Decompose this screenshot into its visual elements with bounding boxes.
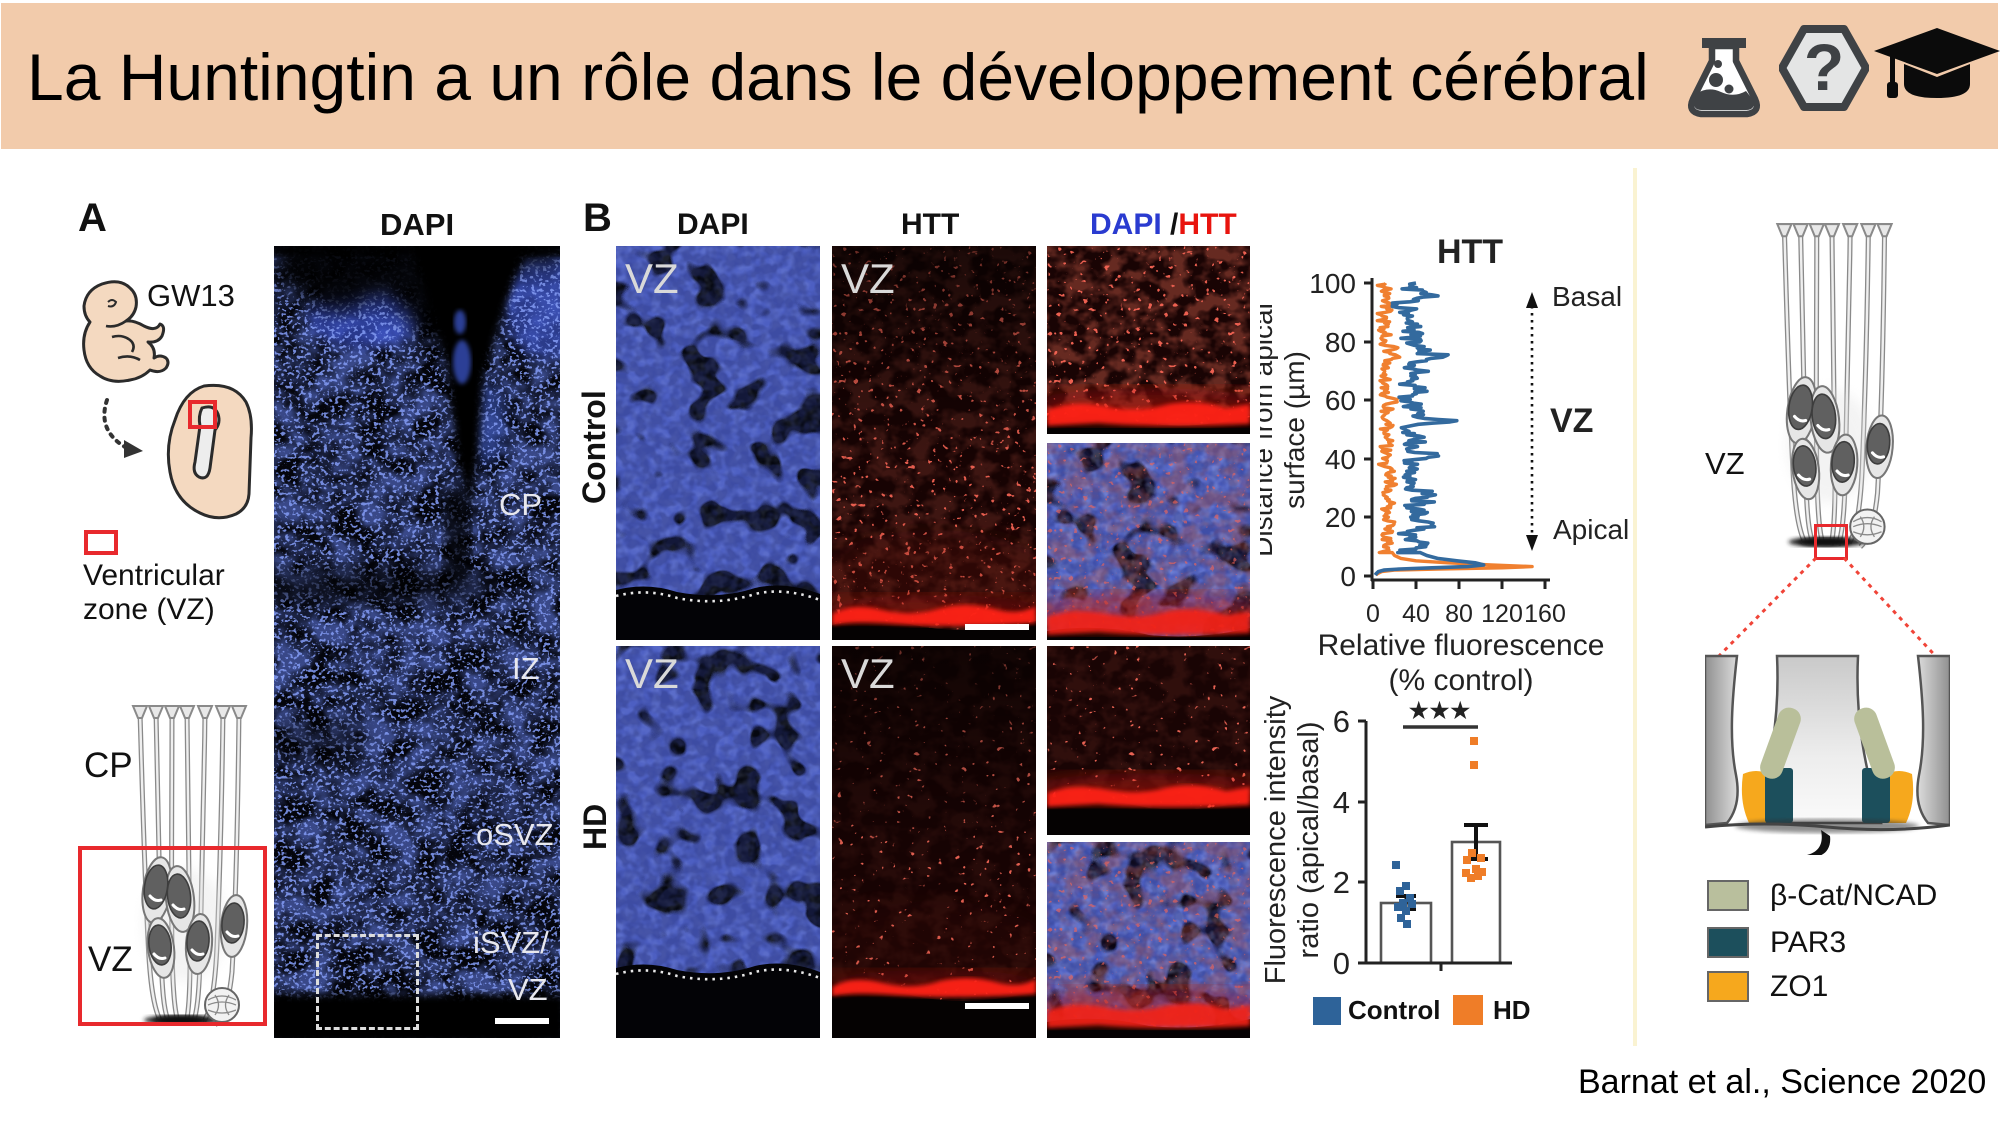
svg-text:4: 4 xyxy=(1333,785,1350,820)
svg-text:Relative fluorescence: Relative fluorescence xyxy=(1318,629,1605,662)
svg-text:?: ? xyxy=(1804,30,1844,104)
svg-text:0: 0 xyxy=(1366,600,1380,628)
svg-text:★★★: ★★★ xyxy=(1409,698,1471,723)
svg-text:100: 100 xyxy=(1309,268,1356,299)
svg-text:Distance from apical: Distance from apical xyxy=(1260,303,1278,557)
svg-text:Fluorescence intensity: Fluorescence intensity xyxy=(1260,695,1292,984)
svg-text:Apical: Apical xyxy=(1553,514,1629,545)
svg-text:Basal: Basal xyxy=(1552,281,1622,312)
svg-text:HTT: HTT xyxy=(1437,233,1503,271)
svg-text:0: 0 xyxy=(1333,946,1350,981)
svg-text:40: 40 xyxy=(1325,444,1356,475)
svg-text:VZ: VZ xyxy=(1550,402,1593,440)
svg-text:ratio (apical/basal): ratio (apical/basal) xyxy=(1293,722,1325,959)
svg-text:6: 6 xyxy=(1333,704,1350,739)
svg-text:2: 2 xyxy=(1333,865,1350,900)
svg-text:40: 40 xyxy=(1402,600,1430,628)
svg-text:80: 80 xyxy=(1325,327,1356,358)
svg-text:120: 120 xyxy=(1481,600,1523,628)
svg-text:(% control): (% control) xyxy=(1388,664,1533,697)
svg-text:160: 160 xyxy=(1524,600,1566,628)
svg-text:80: 80 xyxy=(1445,600,1473,628)
svg-text:60: 60 xyxy=(1325,385,1356,416)
svg-text:20: 20 xyxy=(1325,502,1356,533)
svg-text:surface (µm): surface (µm) xyxy=(1279,351,1310,509)
svg-text:0: 0 xyxy=(1340,561,1356,592)
svg-text:HD: HD xyxy=(1493,995,1531,1025)
svg-text:Control: Control xyxy=(1348,995,1440,1025)
